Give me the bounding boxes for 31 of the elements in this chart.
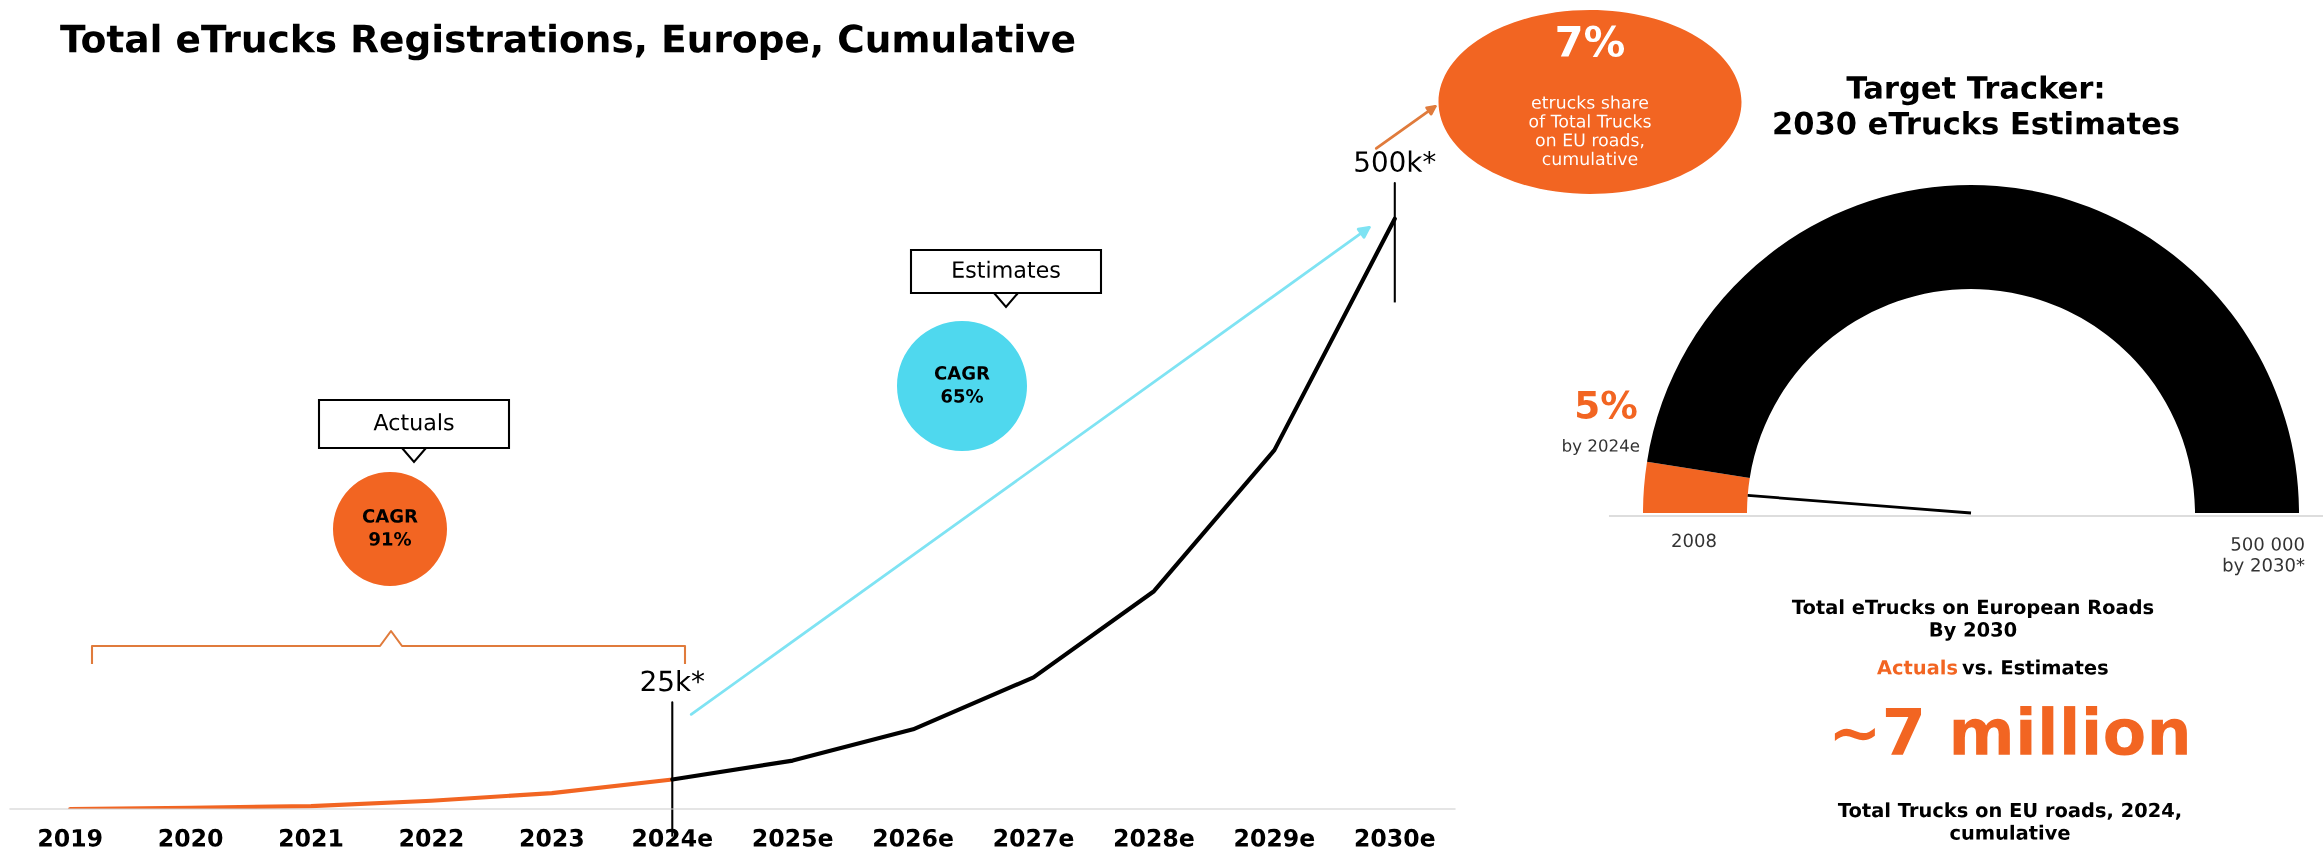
x-tick-label: 2023	[520, 828, 583, 847]
chart-title: Total eTrucks Registrations, Europe, Cumulative	[60, 23, 1075, 61]
text: etrucks share of Total Trucks on EU roads, cumulative	[1529, 95, 1651, 166]
data-label: 5%	[1577, 390, 1637, 419]
x-tick-label: 2022	[400, 828, 463, 847]
x-tick-label: 2028e	[1114, 828, 1194, 847]
text: 500 000 by 2030*	[2223, 537, 2305, 576]
text: vs. Estimates	[1962, 659, 2108, 675]
annotation: 25k*	[641, 669, 705, 692]
x-tick-label: 2027e	[994, 828, 1074, 847]
annotation: Actuals	[373, 413, 454, 431]
annotation: Estimates	[953, 260, 1060, 278]
x-tick-label: 2020	[159, 828, 223, 847]
text: ~7 million	[1834, 706, 2187, 756]
x-tick-label: 2019	[39, 828, 102, 847]
chart-title: Target Tracker: 2030 eTrucks Estimates	[1774, 75, 2179, 135]
annotation: CAGR 65%	[934, 366, 990, 403]
x-tick-label: 2024e	[633, 828, 713, 847]
text: Total Trucks on EU roads, 2024, cumulative	[1837, 802, 2181, 840]
x-tick-label: 2025e	[753, 828, 833, 847]
text: Actuals	[1877, 659, 1958, 675]
text: 7%	[1557, 25, 1625, 58]
x-tick-label: 2029e	[1235, 828, 1315, 847]
annotation: 500k*	[1355, 150, 1436, 173]
x-tick-label: 2030e	[1355, 828, 1435, 847]
text: Total eTrucks on European Roads By 2030	[1791, 599, 2154, 641]
slice-label: by 2024e	[1563, 438, 1640, 456]
text: 2008	[1672, 533, 1716, 548]
annotation: CAGR 91%	[362, 509, 418, 546]
x-tick-label: 2021	[280, 828, 343, 847]
x-tick-label: 2026e	[874, 828, 953, 847]
